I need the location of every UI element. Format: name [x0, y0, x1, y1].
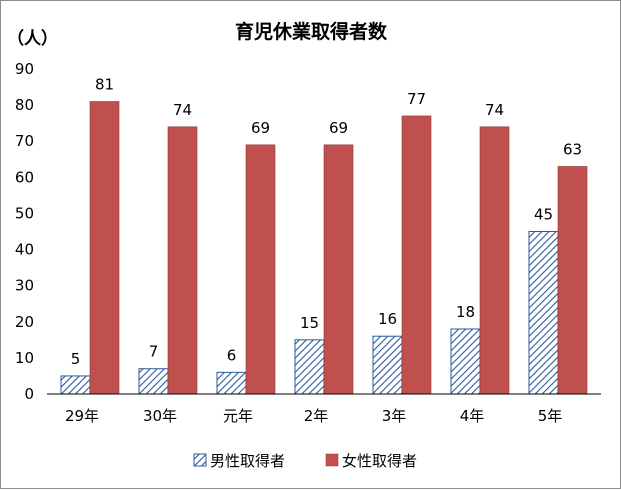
x-tick-label: 3年 — [382, 407, 407, 425]
legend-label-male: 男性取得者 — [210, 452, 285, 470]
x-tick-label: 29年 — [65, 407, 99, 425]
bar-female — [323, 144, 354, 395]
bar-male — [372, 335, 403, 395]
y-tick-label: 90 — [15, 60, 34, 78]
data-label-female: 74 — [173, 101, 192, 119]
y-tick-label: 40 — [15, 241, 34, 259]
bar-female — [479, 126, 510, 395]
x-tick-label: 2年 — [304, 407, 329, 425]
y-tick-label: 10 — [15, 349, 34, 367]
data-label-female: 63 — [563, 141, 582, 159]
bar-female — [557, 166, 588, 395]
legend: 男性取得者 女性取得者 — [193, 452, 417, 470]
bar-female — [89, 101, 120, 395]
data-label-male: 18 — [456, 303, 475, 321]
data-label-female: 77 — [407, 90, 426, 108]
bar-female — [401, 115, 432, 395]
data-label-male: 5 — [71, 350, 81, 368]
data-label-male: 15 — [300, 314, 319, 332]
x-tick-label: 元年 — [223, 407, 253, 425]
data-label-female: 69 — [251, 119, 270, 137]
y-tick-label: 50 — [15, 204, 34, 222]
y-tick-label: 60 — [15, 168, 34, 186]
legend-label-female: 女性取得者 — [342, 452, 417, 470]
bar-male — [294, 339, 325, 395]
bar-male — [216, 371, 247, 395]
legend-swatch-female — [325, 453, 339, 467]
data-label-female: 81 — [95, 76, 114, 94]
x-tick-label: 5年 — [538, 407, 563, 425]
data-label-male: 16 — [378, 310, 397, 328]
chart-title: 育児休業取得者数 — [235, 20, 388, 43]
bar-female — [167, 126, 198, 395]
legend-swatch-male — [193, 453, 207, 467]
y-tick-label: 30 — [15, 277, 34, 295]
data-label-male: 45 — [534, 206, 553, 224]
x-tick-label: 30年 — [143, 407, 177, 425]
bar-female — [245, 144, 276, 395]
bar-male — [450, 328, 481, 395]
data-label-male: 7 — [149, 343, 159, 361]
bar-male — [528, 231, 559, 395]
y-tick-label: 70 — [15, 132, 34, 150]
x-tick-label: 4年 — [460, 407, 485, 425]
y-axis-unit-label: （人） — [7, 28, 58, 49]
y-tick-label: 0 — [24, 385, 34, 403]
y-tick-label: 80 — [15, 96, 34, 114]
data-label-female: 74 — [485, 101, 504, 119]
bar-male — [138, 368, 169, 395]
bar-male — [60, 375, 91, 395]
data-label-male: 6 — [227, 346, 237, 364]
data-label-female: 69 — [329, 119, 348, 137]
y-tick-label: 20 — [15, 313, 34, 331]
